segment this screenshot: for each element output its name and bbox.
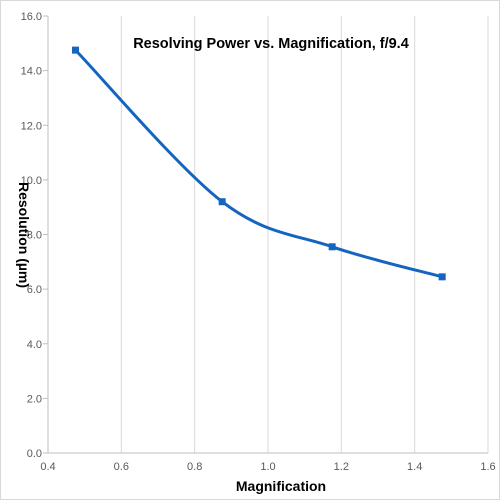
y-axis-title: Resolution (µm) xyxy=(16,182,32,288)
y-tick-label: 6.0 xyxy=(27,284,42,296)
x-tick-label: 1.4 xyxy=(407,461,422,473)
grid-layer xyxy=(47,16,489,453)
y-tick-label: 2.0 xyxy=(27,393,42,405)
x-tick-label: 0.4 xyxy=(40,461,55,473)
series-line xyxy=(74,49,443,279)
y-tick-label: 16.0 xyxy=(21,11,42,23)
series-layer xyxy=(72,46,446,281)
x-tick-label: 1.2 xyxy=(334,461,349,473)
x-tick-label: 0.6 xyxy=(114,461,129,473)
x-tick-label: 0.8 xyxy=(187,461,202,473)
y-tick-label: 0.0 xyxy=(27,448,42,460)
data-point-marker xyxy=(438,273,446,281)
y-tick-label: 10.0 xyxy=(21,175,42,187)
x-tick-label: 1.0 xyxy=(260,461,275,473)
data-point-marker xyxy=(218,198,226,206)
data-point-marker xyxy=(328,243,336,251)
data-point-marker xyxy=(72,46,79,54)
y-tick-label: 12.0 xyxy=(21,120,42,132)
chart-title: Resolving Power vs. Magnification, f/9.4 xyxy=(133,36,409,52)
x-axis-title: Magnification xyxy=(236,478,326,494)
x-tick-label: 1.6 xyxy=(480,461,495,473)
y-tick-label: 4.0 xyxy=(27,339,42,351)
axis-layer: 0.4 0.6 0.8 1.0 1.2 1.4 1.6 0.0 2.0 4.0 6.0 8.0 10.0… xyxy=(21,11,496,473)
y-tick-label: 14.0 xyxy=(21,66,42,78)
y-tick-label: 8.0 xyxy=(27,230,42,242)
